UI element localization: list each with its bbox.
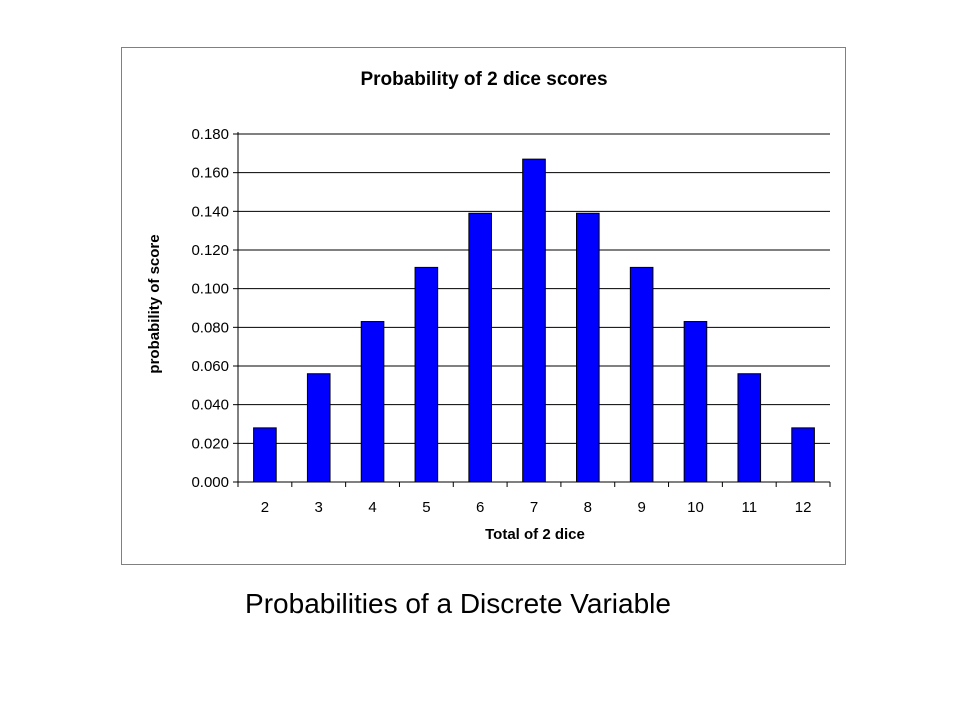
x-tick-label: 10 [687,499,704,516]
y-tick-label: 0.060 [191,358,229,375]
bars [253,158,815,483]
y-tick-label: 0.180 [191,126,229,143]
bar-8 [576,212,600,483]
y-tick-labels: 0.000 0.020 0.040 0.060 0.080 0.100 0.120 0.140… [191,126,229,491]
bar-4 [360,321,385,483]
y-tick-label: 0.000 [191,474,229,491]
chart-title: Probability of 2 dice scores [360,69,607,90]
x-tick-label: 7 [530,499,538,516]
x-tick-label: 6 [476,499,484,516]
x-tick-label: 11 [741,499,757,516]
x-tick-label: 5 [422,499,430,516]
bar-7 [522,158,546,483]
y-tick-label: 0.160 [191,165,229,182]
bar-5 [414,266,439,483]
slide-caption: Probabilities of a Discrete Variable [245,588,671,619]
x-tick-label: 2 [261,499,269,516]
x-axis-title: Total of 2 dice [485,526,585,543]
x-tick-label: 9 [637,499,645,516]
x-tick-label: 12 [795,499,812,516]
bar-11 [737,373,762,483]
bar-3 [306,373,331,483]
y-tick-label: 0.100 [191,281,229,298]
y-tick-label: 0.120 [191,242,229,259]
y-tick-label: 0.140 [191,203,229,220]
x-tick-label: 4 [368,499,376,516]
y-tick-label: 0.040 [191,397,229,414]
x-tick-label: 8 [584,499,592,516]
y-tick-label: 0.020 [191,435,229,452]
x-tick-labels: 2 3 4 5 6 7 8 9 10 11 12 [261,499,812,516]
bar-chart: Probability of 2 dice scores 0.0000.0200… [146,69,831,543]
x-tick-label: 3 [315,499,323,516]
y-axis-title: probability of score [146,234,163,373]
y-tick-label: 0.080 [191,319,229,336]
bar-2 [253,427,277,483]
bar-9 [629,266,654,483]
axes [233,132,831,487]
bar-6 [468,212,492,483]
bar-12 [791,427,815,483]
bar-10 [683,321,708,483]
chart-frame: Probability of 2 dice scores 0.000 0.020 0… [121,47,846,565]
